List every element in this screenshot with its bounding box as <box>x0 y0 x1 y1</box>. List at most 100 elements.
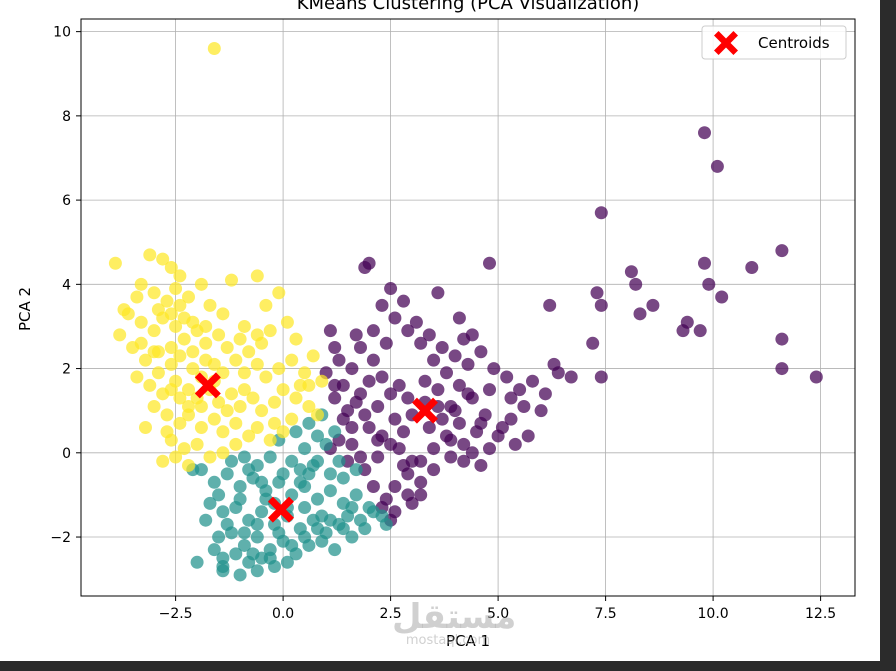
data-point-cluster-2 <box>194 421 208 435</box>
data-point-cluster-2 <box>160 294 174 308</box>
data-point-cluster-2 <box>169 282 183 296</box>
data-point-cluster-0 <box>336 412 350 426</box>
data-point-cluster-1 <box>250 517 264 531</box>
data-point-cluster-0 <box>362 256 376 270</box>
data-point-cluster-2 <box>259 370 273 384</box>
data-point-cluster-1 <box>225 454 238 468</box>
legend-label-centroids: Centroids <box>758 34 830 52</box>
data-point-cluster-1 <box>220 467 234 481</box>
data-point-cluster-0 <box>590 286 604 300</box>
data-point-cluster-2 <box>298 366 312 380</box>
grid <box>81 19 855 596</box>
y-tick-label: 8 <box>62 109 71 125</box>
data-point-cluster-0 <box>435 412 449 426</box>
data-point-cluster-0 <box>444 450 458 464</box>
data-point-cluster-1 <box>323 484 337 498</box>
data-point-cluster-2 <box>216 307 230 321</box>
data-point-cluster-2 <box>194 277 208 291</box>
data-point-cluster-2 <box>164 341 178 355</box>
data-point-cluster-2 <box>315 374 329 388</box>
data-point-cluster-2 <box>225 273 238 287</box>
data-point-cluster-2 <box>229 437 243 451</box>
data-point-cluster-1 <box>302 467 316 481</box>
data-point-cluster-1 <box>315 534 329 548</box>
data-point-cluster-1 <box>345 530 359 544</box>
data-point-cluster-0 <box>384 282 398 296</box>
data-point-cluster-0 <box>427 353 441 367</box>
plot-frame <box>80 18 856 597</box>
data-point-cluster-2 <box>280 315 294 329</box>
data-point-cluster-0 <box>538 387 552 401</box>
data-point-cluster-0 <box>457 454 471 468</box>
data-point-cluster-2 <box>276 383 290 397</box>
data-point-cluster-0 <box>698 256 711 270</box>
data-point-cluster-2 <box>233 332 247 346</box>
data-point-cluster-2 <box>207 41 221 55</box>
data-point-cluster-2 <box>113 328 127 342</box>
data-point-cluster-2 <box>216 425 230 439</box>
data-point-cluster-1 <box>332 454 346 468</box>
data-point-cluster-0 <box>401 391 415 405</box>
figure: KMeans Clustering (PCA Visualization) −2… <box>0 0 880 661</box>
legend-centroid-x-icon <box>714 31 738 55</box>
data-point-cluster-2 <box>108 256 122 270</box>
data-point-cluster-0 <box>534 404 548 418</box>
data-point-cluster-2 <box>276 425 290 439</box>
data-point-cluster-0 <box>543 298 557 312</box>
data-point-cluster-0 <box>349 328 363 342</box>
data-point-cluster-2 <box>182 383 195 397</box>
data-point-cluster-0 <box>702 277 716 291</box>
data-point-cluster-0 <box>358 408 372 422</box>
data-point-cluster-2 <box>151 303 165 317</box>
x-tick-label: 7.5 <box>594 606 616 622</box>
data-point-cluster-2 <box>164 357 178 371</box>
data-point-cluster-1 <box>255 505 269 519</box>
data-point-cluster-0 <box>375 298 389 312</box>
data-point-cluster-0 <box>414 488 428 502</box>
y-axis-label: PCA 2 <box>16 287 34 331</box>
data-point-cluster-0 <box>414 475 428 489</box>
data-point-cluster-2 <box>151 366 165 380</box>
data-point-cluster-0 <box>594 370 608 384</box>
data-point-cluster-2 <box>272 286 286 300</box>
data-point-cluster-1 <box>237 526 251 540</box>
data-point-cluster-2 <box>199 319 213 333</box>
data-point-cluster-0 <box>594 298 608 312</box>
data-point-cluster-2 <box>169 319 183 333</box>
data-point-cluster-1 <box>311 522 324 536</box>
data-point-cluster-0 <box>323 324 337 338</box>
data-points <box>108 41 823 582</box>
data-point-cluster-0 <box>461 387 475 401</box>
data-point-cluster-0 <box>809 370 823 384</box>
data-point-cluster-2 <box>225 387 238 401</box>
data-point-cluster-2 <box>134 336 148 350</box>
centroid-marker <box>267 496 294 523</box>
data-point-cluster-1 <box>233 479 247 493</box>
data-point-cluster-0 <box>366 479 380 493</box>
data-point-cluster-0 <box>513 383 527 397</box>
data-point-cluster-2 <box>237 319 251 333</box>
y-tick-label: 10 <box>53 25 71 41</box>
data-point-cluster-1 <box>212 530 226 544</box>
data-point-cluster-1 <box>242 463 256 477</box>
data-point-cluster-1 <box>379 517 393 531</box>
data-point-cluster-0 <box>332 353 346 367</box>
data-point-cluster-2 <box>147 345 161 359</box>
data-point-cluster-1 <box>323 513 337 527</box>
x-tick-label: 5.0 <box>487 606 509 622</box>
data-point-cluster-0 <box>452 378 466 392</box>
data-point-cluster-2 <box>194 399 208 413</box>
y-tick-label: −2 <box>50 530 71 546</box>
data-point-cluster-1 <box>237 450 251 464</box>
data-point-cluster-1 <box>298 442 312 456</box>
data-point-cluster-0 <box>500 370 514 384</box>
data-point-cluster-0 <box>474 345 488 359</box>
data-point-cluster-0 <box>397 425 410 439</box>
data-point-cluster-2 <box>164 307 178 321</box>
data-point-cluster-1 <box>263 551 277 565</box>
legend: Centroids <box>701 25 847 60</box>
data-point-cluster-2 <box>186 362 200 376</box>
centroids <box>194 372 438 523</box>
data-point-cluster-2 <box>203 298 217 312</box>
data-point-cluster-1 <box>203 496 217 510</box>
